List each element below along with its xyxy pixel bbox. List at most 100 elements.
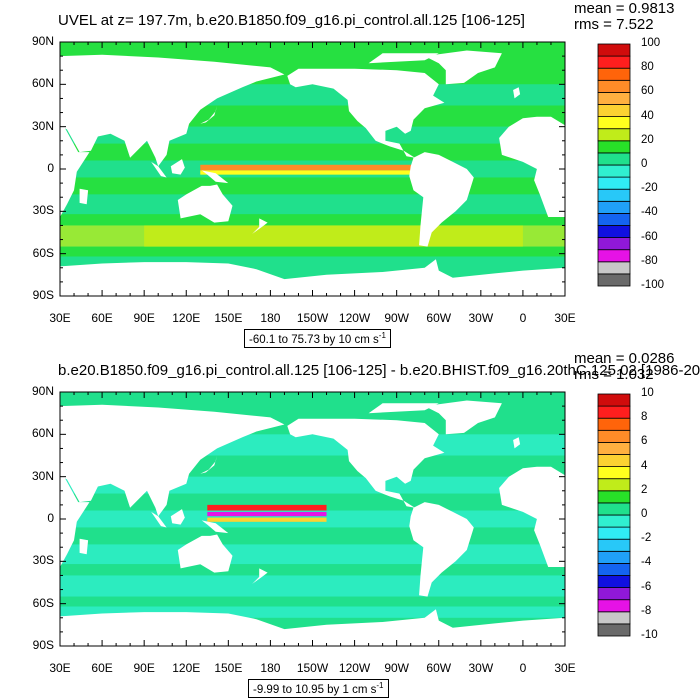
land-samerica [409,152,474,247]
land-samerica [409,502,474,597]
lon-tick-label: 90E [133,311,155,325]
lat-tick-label: 60N [31,426,54,441]
colorbar-swatch [597,261,631,275]
colorbar-swatch [597,599,631,613]
lat-tick-label: 30S [32,553,54,568]
lat-tick-label: 90N [31,384,54,398]
field-feature [207,517,327,522]
lon-tick-label: 90W [384,311,409,325]
colorbar-swatch [597,611,631,625]
land-borneo [170,159,185,175]
colorbar-label: -10 [641,629,658,641]
lat-tick-label: 90S [32,638,54,652]
field-band [60,256,565,268]
lon-tick-label: 150E [214,661,243,675]
range-label: -60.1 to 75.73 by 10 cm s-1 [244,329,391,348]
colorbar-swatch [597,92,631,105]
colorbar-label: -20 [641,182,658,195]
colorbar-swatch [597,152,631,166]
lat-tick-label: 30N [31,468,54,483]
colorbar-swatch [597,526,631,540]
lon-tick-label: 150E [214,311,243,325]
colorbar-swatch [597,538,631,552]
lon-tick-label: 180 [260,311,281,325]
range-unit-superscript: -1 [378,331,386,340]
range-label: -9.99 to 10.95 by 1 cm s-1 [248,679,389,698]
lat-tick-label: 90S [32,288,54,302]
lat-tick-label: 60N [31,76,54,91]
colorbar-swatch [597,176,631,190]
range-text: -60.1 to 75.73 by 10 cm s [249,333,379,346]
land-newguinea [201,170,229,184]
panel-bottom: b.e20.B1850.f09_g16.pi_control.all.125 [… [0,350,700,700]
colorbar-swatch [597,237,631,251]
colorbar-label: 40 [641,109,654,122]
land-antarctica [60,259,565,296]
land-japan [200,455,218,474]
colorbar-swatch [597,225,631,239]
colorbar-swatch [597,442,631,455]
lon-tick-label: 150W [296,311,329,325]
land-africaW [499,116,565,217]
colorbar-label: 80 [641,61,654,74]
rms-stat: rms = 7.522 [574,16,654,33]
colorbar-label: 0 [641,508,648,520]
land-africa [46,475,90,569]
field-band [60,575,565,597]
colorbar-swatch [597,478,631,492]
field-feature [207,504,327,511]
colorbar-swatch [597,43,631,57]
lon-tick-label: 120E [172,311,201,325]
field-band [60,177,565,195]
colorbar-swatch [597,490,631,504]
land-madagascar [79,188,89,205]
lon-tick-label: 30E [49,311,71,325]
colorbar-swatch [597,79,631,93]
colorbar-swatch [597,550,631,564]
lon-tick-label: 30W [468,311,494,325]
colorbar-swatch [597,502,631,516]
colorbar-swatch [597,514,631,528]
lon-tick-label: 0 [519,661,527,675]
lon-tick-label: 30E [49,661,71,675]
land-namerica [287,68,445,158]
land-africaW [499,466,565,567]
colorbar-label: 0 [641,158,648,170]
lon-tick-label: 60E [91,661,113,675]
land-madagascar [79,538,89,555]
colorbar-label: -40 [641,206,658,219]
panel-title: UVEL at z= 197.7m, b.e20.B1850.f09_g16.p… [58,12,525,29]
colorbar-label: 10 [641,387,654,399]
colorbar-swatch [597,164,631,178]
land-australia [177,534,233,573]
land-masses [46,50,565,296]
lat-tick-label: 0 [47,511,54,525]
colorbar-swatch [597,405,631,419]
colorbar [597,393,631,637]
colorbar-swatch [597,562,631,576]
lon-tick-label: 60E [91,311,113,325]
land-namerica [287,418,445,508]
lon-tick-label: 120W [338,661,371,675]
axis-ticks [59,391,566,647]
field-feature [200,164,418,171]
field-band [60,596,565,607]
land-sumatra [151,161,167,178]
range-text: -9.99 to 10.95 by 1 cm s [253,683,377,696]
field-feature [200,170,418,175]
colorbar-swatch [597,104,631,118]
colorbar-label: 6 [641,435,648,448]
colorbar-swatch [597,55,631,69]
colorbar-swatch [597,249,631,263]
colorbar [597,43,631,287]
colorbar-swatch [597,140,631,154]
colorbar-swatch [597,587,631,601]
colorbar-swatch [597,188,631,202]
field-band [60,527,565,545]
mean-stat: mean = 0.9813 [574,0,675,17]
colorbar-swatch [597,454,631,468]
lon-tick-label: 0 [519,311,527,325]
lon-tick-label: 150W [296,661,329,675]
land-greenland [424,400,502,435]
colorbar-swatch [597,67,631,81]
